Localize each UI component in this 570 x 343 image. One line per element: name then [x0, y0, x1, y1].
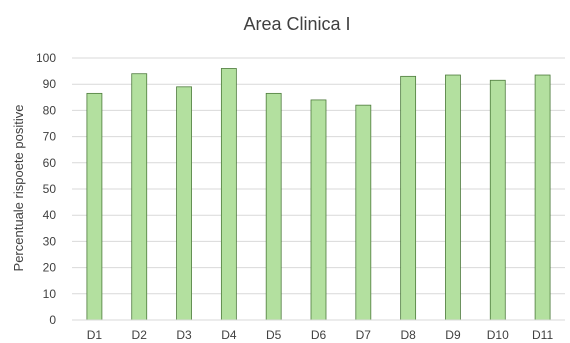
x-tick-label: D3 [176, 328, 192, 342]
x-tick-label: D6 [311, 328, 327, 342]
bar-d9 [445, 74, 461, 321]
bar-d8 [400, 75, 417, 321]
bar-d2 [131, 73, 148, 321]
y-axis-label: Percentuale rispoete positive [11, 105, 26, 272]
y-tick-label: 0 [49, 313, 56, 327]
x-tick-label: D10 [487, 328, 509, 342]
x-tick-label: D9 [445, 328, 461, 342]
x-tick-labels: D1 D2 D3 D4 D5 D6 D7 D8 D9 D10 D11 [87, 328, 554, 342]
y-tick-label: 40 [43, 208, 57, 222]
x-tick-label: D4 [221, 328, 237, 342]
x-tick-label: D7 [356, 328, 372, 342]
bar-d6 [310, 99, 327, 321]
y-tick-label: 10 [43, 287, 57, 301]
y-tick-label: 70 [43, 130, 57, 144]
x-tick-label: D5 [266, 328, 282, 342]
bar-d3 [176, 86, 192, 321]
bar-d10 [489, 79, 506, 321]
y-tick-label: 50 [43, 182, 57, 196]
bar-d11 [534, 74, 551, 321]
bar-d4 [220, 68, 237, 321]
x-tick-label: D11 [532, 328, 553, 342]
bar-d1 [86, 92, 103, 321]
y-tick-label: 90 [43, 77, 57, 91]
bar-d7 [355, 104, 372, 321]
bars [86, 68, 551, 321]
bar-d5 [265, 92, 282, 321]
chart-title: Area Clinica I [243, 14, 350, 34]
y-tick-labels: 0 10 20 30 40 50 60 70 80 90 100 [36, 51, 56, 327]
x-tick-label: D1 [87, 328, 103, 342]
y-tick-label: 100 [36, 51, 56, 65]
y-tick-label: 60 [43, 156, 57, 170]
y-tick-label: 30 [43, 234, 57, 248]
x-tick-label: D8 [400, 328, 416, 342]
y-tick-label: 80 [43, 103, 57, 117]
y-tick-label: 20 [43, 261, 57, 275]
x-tick-label: D2 [132, 328, 148, 342]
